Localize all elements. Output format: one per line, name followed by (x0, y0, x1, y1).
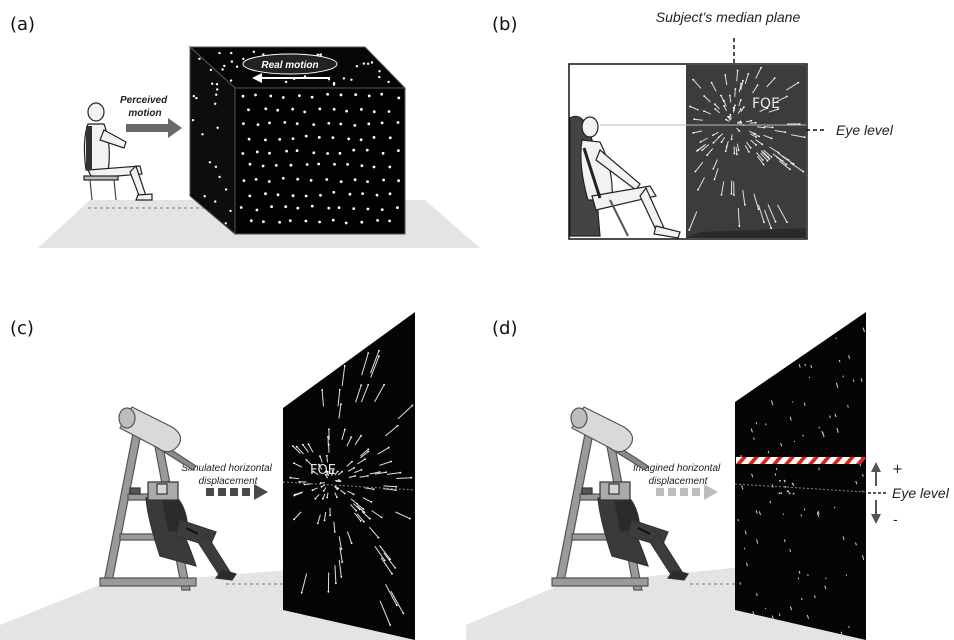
panel-a: (a) Real motion Perceived motion (10, 14, 480, 248)
real-motion-ellipse (242, 53, 338, 75)
panel-c: (c) FOE Simulated horizontal displacemen… (0, 312, 416, 640)
plus-sign: + (892, 462, 903, 477)
panel-d-label: (d) (492, 318, 517, 339)
minus-sign: - (893, 513, 898, 528)
imagined-displacement-arrow (656, 484, 718, 500)
panel-c-label: (c) (10, 318, 34, 339)
foe-label-c: FOE (310, 463, 336, 478)
seated-person-a (83, 102, 153, 201)
foe-label-b: FOE (752, 96, 780, 112)
imagined-displacement-label: Imagined horizontal displacement (633, 463, 723, 487)
down-arrow (871, 500, 881, 524)
box-dot-pattern (191, 50, 401, 225)
flow-field-c (289, 349, 414, 626)
swing-cylinder-d (570, 406, 634, 453)
flow-field-b (688, 66, 806, 231)
real-motion-label: Real motion (261, 60, 318, 71)
panel-d: (d) Imagined horizontal displacement (466, 312, 950, 640)
screen-c (283, 312, 415, 640)
red-white-rod (736, 457, 867, 464)
median-plane-label: Subject’s median plane (656, 9, 801, 25)
seated-person-d (581, 481, 689, 581)
seated-person-c (129, 481, 237, 581)
panel-b-screen (686, 65, 806, 238)
random-dots-d (737, 327, 865, 637)
simulated-displacement-label: Simulated horizontal displacement (181, 463, 274, 487)
panel-a-label: (a) (10, 14, 35, 35)
screen-d (735, 312, 866, 640)
seated-person-b (569, 115, 681, 239)
perceived-motion-label: Perceived motion (120, 95, 170, 119)
perceived-motion-arrow (126, 118, 182, 138)
eye-level-line-d (734, 483, 867, 493)
simulated-displacement-arrow (206, 484, 268, 500)
swing-cylinder-c (118, 406, 182, 453)
panel-b-floor-shadow (686, 228, 806, 238)
eye-level-label-b: Eye level (836, 122, 894, 138)
panel-b: (b) Subject’s median plane FOE Eye level (492, 9, 894, 240)
eye-level-label-d: Eye level (892, 485, 950, 501)
real-motion-arrowhead (252, 73, 262, 83)
box-front-face (234, 87, 406, 235)
panel-b-label: (b) (492, 14, 517, 35)
up-arrow (871, 462, 881, 486)
